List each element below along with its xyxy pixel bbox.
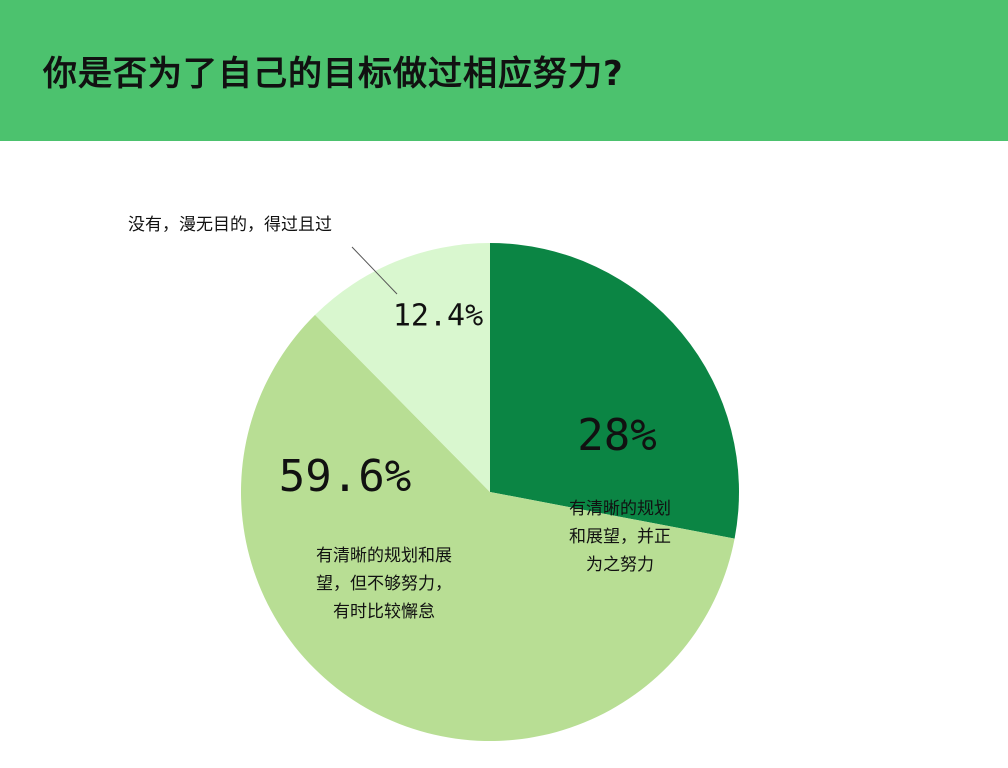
slice-category-label-medium: 有清晰的规划和展 [316,546,452,566]
slice-category-label-dark: 和展望，并正 [569,527,671,547]
slice-category-label-dark: 有清晰的规划 [569,499,671,519]
slice-value-label-medium: 59.6% [279,451,411,502]
slice-value-label-light: 12.4% [393,299,483,334]
header-banner: 你是否为了自己的目标做过相应努力? [0,0,1008,141]
pie-slice-dark [490,243,740,539]
slice-category-label-light: 没有，漫无目的，得过且过 [128,215,332,235]
slice-value-label-dark: 28% [577,410,656,461]
leader-line [351,246,398,295]
pie-slice-medium [241,314,735,742]
slice-category-label-dark: 为之努力 [586,555,654,575]
slice-category-label-medium: 有时比较懈怠 [333,602,435,622]
pie-slice-light [315,243,490,492]
page-title: 你是否为了自己的目标做过相应努力? [43,54,624,94]
slice-category-label-medium: 望，但不够努力， [316,574,452,594]
